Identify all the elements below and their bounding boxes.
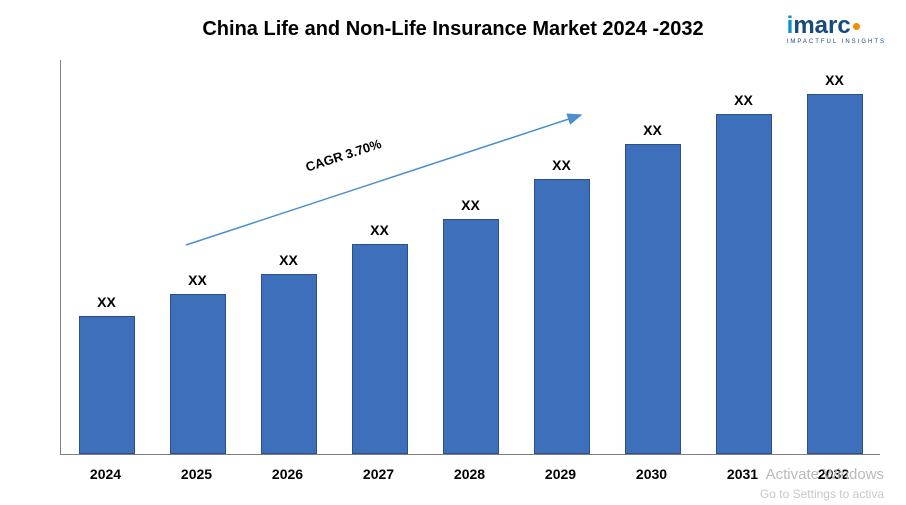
- bar-value-label: XX: [243, 252, 334, 268]
- x-axis-label: 2025: [151, 466, 242, 482]
- x-axis-labels: 202420252026202720282029203020312032: [60, 460, 880, 490]
- x-axis-label: 2024: [60, 466, 151, 482]
- bar-value-label: XX: [152, 272, 243, 288]
- windows-watermark-line1: Activate Windows: [766, 466, 884, 483]
- bar-group: XX: [61, 60, 152, 454]
- x-axis-label: 2027: [333, 466, 424, 482]
- bar-value-label: XX: [698, 92, 789, 108]
- brand-logo-text: imarc: [787, 14, 860, 38]
- bar-group: XX: [607, 60, 698, 454]
- logo-dot-icon: [853, 23, 860, 30]
- bar-group: XX: [334, 60, 425, 454]
- x-axis-label: 2030: [606, 466, 697, 482]
- bar: [534, 179, 590, 454]
- bar-group: XX: [243, 60, 334, 454]
- bar: [79, 316, 135, 454]
- bars-container: XXXXXXXXXXXXXXXXXX: [61, 60, 880, 454]
- bar-value-label: XX: [334, 222, 425, 238]
- x-axis-label: 2029: [515, 466, 606, 482]
- bar: [261, 274, 317, 454]
- bar: [625, 144, 681, 454]
- bar: [716, 114, 772, 454]
- x-axis-label: 2028: [424, 466, 515, 482]
- bar: [807, 94, 863, 454]
- logo-rest: marc: [793, 12, 850, 39]
- bar-value-label: XX: [425, 197, 516, 213]
- bar-group: XX: [516, 60, 607, 454]
- bar-group: XX: [152, 60, 243, 454]
- bar: [170, 294, 226, 454]
- brand-logo-tagline: IMPACTFUL INSIGHTS: [787, 39, 886, 45]
- bar: [352, 244, 408, 454]
- bar-group: XX: [425, 60, 516, 454]
- chart-plot-area: CAGR 3.70% XXXXXXXXXXXXXXXXXX: [60, 60, 880, 455]
- brand-logo: imarc IMPACTFUL INSIGHTS: [787, 14, 886, 45]
- bar-value-label: XX: [789, 72, 880, 88]
- chart-title: China Life and Non-Life Insurance Market…: [0, 18, 906, 41]
- x-axis-label: 2026: [242, 466, 333, 482]
- bar-value-label: XX: [516, 157, 607, 173]
- bar-value-label: XX: [61, 294, 152, 310]
- bar-value-label: XX: [607, 122, 698, 138]
- windows-watermark-line2: Go to Settings to activa: [760, 487, 884, 501]
- bar: [443, 219, 499, 454]
- bar-group: XX: [698, 60, 789, 454]
- bar-group: XX: [789, 60, 880, 454]
